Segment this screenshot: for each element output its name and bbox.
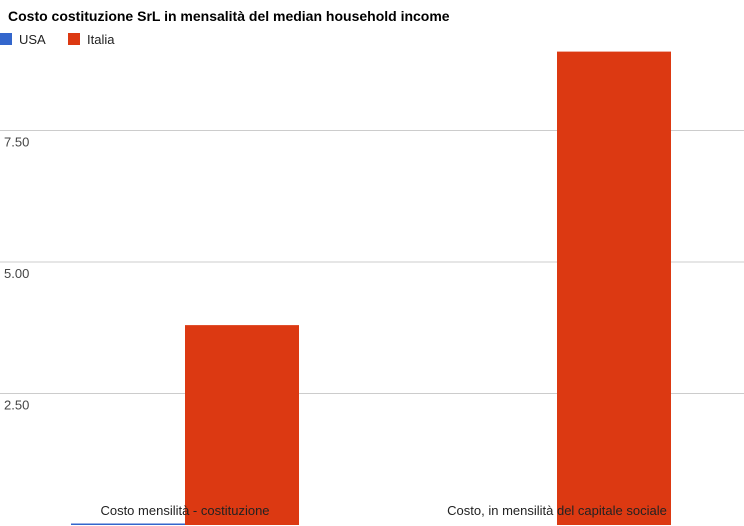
category-labels: Costo mensilità - costituzione Costo, in … xyxy=(100,503,666,518)
y-tick-label: 5.00 xyxy=(4,266,29,281)
chart-title: Costo costituzione SrL in mensalità del … xyxy=(8,8,450,24)
legend-swatch-usa xyxy=(0,33,12,45)
bar-usa-0 xyxy=(71,523,185,525)
y-tick-label: 7.50 xyxy=(4,135,29,150)
bar-italia-1 xyxy=(557,51,671,525)
legend-swatch-italia xyxy=(68,33,80,45)
y-tick-label: 2.50 xyxy=(4,398,29,413)
category-label: Costo mensilità - costituzione xyxy=(100,503,269,518)
bar-italia-0 xyxy=(185,325,299,525)
legend-label-usa: USA xyxy=(19,32,46,47)
category-label: Costo, in mensilità del capitale sociale xyxy=(447,503,667,518)
legend: USA Italia xyxy=(0,32,115,47)
legend-label-italia: Italia xyxy=(87,32,115,47)
y-axis-ticks: 2.50 5.00 7.50 xyxy=(4,135,29,413)
bars xyxy=(71,51,671,525)
